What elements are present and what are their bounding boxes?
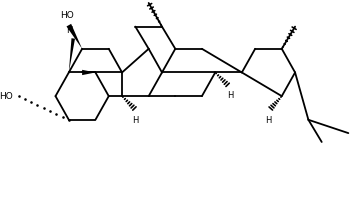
Text: H: H bbox=[265, 116, 272, 125]
Text: HO: HO bbox=[60, 11, 74, 20]
Text: HO: HO bbox=[0, 92, 13, 101]
Text: H: H bbox=[227, 91, 233, 100]
Text: H: H bbox=[132, 116, 139, 125]
Text: H: H bbox=[66, 26, 72, 35]
Polygon shape bbox=[82, 70, 95, 75]
Polygon shape bbox=[69, 38, 75, 72]
Polygon shape bbox=[67, 24, 82, 49]
